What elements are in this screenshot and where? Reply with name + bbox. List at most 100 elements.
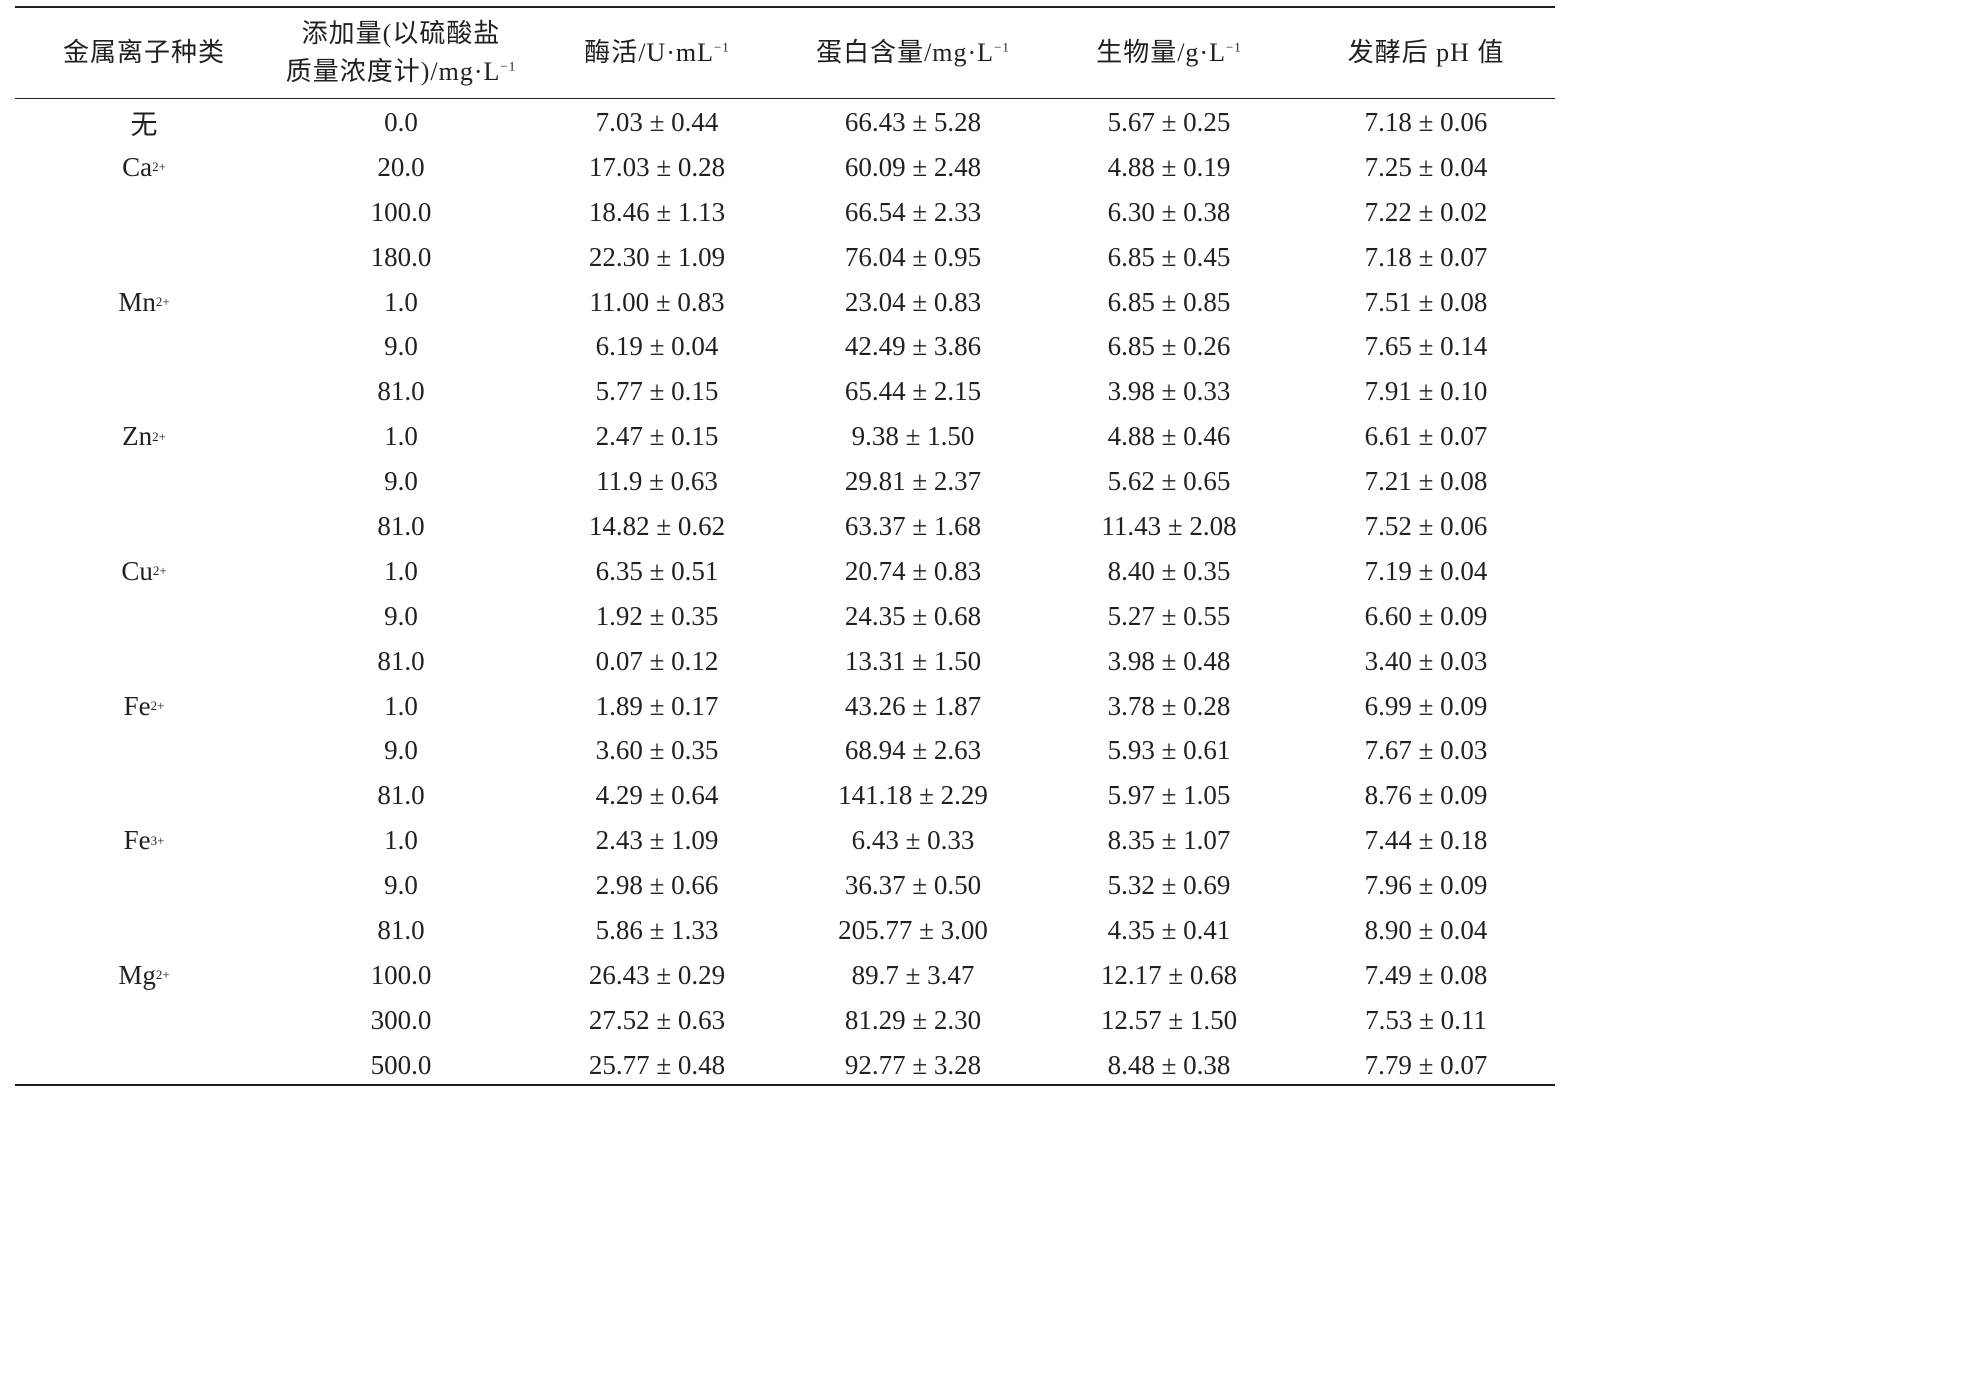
table-row: 81.0 4.29 ± 0.64 141.18 ± 2.29 5.97 ± 1.05 8…	[15, 773, 1555, 818]
cell-protein: 141.18 ± 2.29	[838, 780, 988, 811]
cell-biomass: 4.35 ± 0.41	[1107, 914, 1231, 945]
cell-ion-label: Cu	[121, 555, 153, 586]
header-dose-line2: 质量浓度计)/mg·L	[285, 57, 501, 86]
header-biomass: 生物量/g·L−1	[1041, 8, 1297, 98]
cell-enzyme: 6.19 ± 0.04	[595, 331, 719, 362]
cell-ph: 7.53 ± 0.11	[1365, 1004, 1487, 1035]
cell-protein: 205.77 ± 3.00	[838, 914, 988, 945]
cell-ion: Fe 2+	[123, 690, 165, 721]
cell-ion	[15, 728, 273, 773]
cell-dose: 81.0	[377, 510, 425, 541]
cell-protein: 92.77 ± 3.28	[844, 1049, 982, 1080]
table-row: 9.0 1.92 ± 0.35 24.35 ± 0.68 5.27 ± 0.55 6.6…	[15, 594, 1555, 639]
cell-ph: 7.22 ± 0.02	[1364, 196, 1488, 227]
table-row: Fe 2+ 1.0 1.89 ± 0.17 43.26 ± 1.87 3.78 ± 0.2…	[15, 684, 1555, 729]
header-biomass-label: 生物量/g·L	[1096, 38, 1226, 67]
cell-ion	[15, 504, 273, 549]
cell-dose: 81.0	[377, 780, 425, 811]
cell-ion	[15, 369, 273, 414]
header-protein-sup: −1	[994, 39, 1010, 55]
cell-enzyme: 5.86 ± 1.33	[595, 914, 719, 945]
cell-dose: 1.0	[384, 825, 418, 856]
cell-protein: 81.29 ± 2.30	[844, 1004, 982, 1035]
cell-biomass: 8.40 ± 0.35	[1107, 555, 1231, 586]
header-rule	[15, 98, 1555, 99]
cell-biomass: 11.43 ± 2.08	[1101, 510, 1237, 541]
cell-biomass: 6.30 ± 0.38	[1107, 196, 1231, 227]
cell-enzyme: 4.29 ± 0.64	[595, 780, 719, 811]
cell-ph: 7.49 ± 0.08	[1364, 959, 1488, 990]
cell-dose: 180.0	[370, 241, 432, 272]
table-row: 9.0 2.98 ± 0.66 36.37 ± 0.50 5.32 ± 0.69 7.9…	[15, 863, 1555, 908]
cell-biomass: 8.35 ± 1.07	[1107, 825, 1231, 856]
cell-enzyme: 25.77 ± 0.48	[588, 1049, 726, 1080]
header-ion-type: 金属离子种类	[15, 8, 273, 98]
cell-protein: 42.49 ± 3.86	[844, 331, 982, 362]
cell-ion	[15, 639, 273, 684]
cell-ion	[15, 863, 273, 908]
cell-enzyme: 27.52 ± 0.63	[588, 1004, 726, 1035]
cell-biomass: 6.85 ± 0.45	[1107, 241, 1231, 272]
cell-ph: 7.21 ± 0.08	[1364, 466, 1488, 497]
data-table: 金属离子种类 添加量(以硫酸盐 质量浓度计)/mg·L−1 酶活/U·mL−1 …	[15, 0, 1555, 1094]
header-dose-line2-wrap: 质量浓度计)/mg·L−1	[286, 53, 517, 91]
cell-ion	[15, 773, 273, 818]
cell-enzyme: 2.47 ± 0.15	[595, 421, 719, 452]
table-row: Mn 2+ 1.0 11.00 ± 0.83 23.04 ± 0.83 6.85 ± 0.…	[15, 280, 1555, 325]
cell-enzyme: 17.03 ± 0.28	[588, 151, 726, 182]
cell-protein: 9.38 ± 1.50	[851, 421, 975, 452]
table-header: 金属离子种类 添加量(以硫酸盐 质量浓度计)/mg·L−1 酶活/U·mL−1 …	[15, 8, 1555, 98]
cell-ion: Zn 2+	[122, 421, 166, 452]
cell-dose: 20.0	[377, 151, 425, 182]
cell-dose: 0.0	[384, 106, 418, 137]
table-row: 9.0 3.60 ± 0.35 68.94 ± 2.63 5.93 ± 0.61 7.6…	[15, 728, 1555, 773]
cell-ion: Cu 2+	[121, 555, 167, 586]
cell-ph: 6.61 ± 0.07	[1364, 421, 1488, 452]
cell-ion: Mg 2+	[118, 959, 170, 990]
cell-biomass: 5.32 ± 0.69	[1107, 870, 1231, 901]
cell-dose: 1.0	[384, 690, 418, 721]
cell-dose: 9.0	[384, 735, 418, 766]
cell-ion	[15, 1043, 273, 1088]
cell-biomass: 5.62 ± 0.65	[1107, 466, 1231, 497]
cell-ion	[15, 324, 273, 369]
cell-enzyme: 6.35 ± 0.51	[595, 555, 719, 586]
cell-ph: 7.91 ± 0.10	[1364, 376, 1488, 407]
cell-ph: 7.25 ± 0.04	[1364, 151, 1488, 182]
header-protein: 蛋白含量/mg·L−1	[785, 8, 1041, 98]
cell-ph: 7.79 ± 0.07	[1364, 1049, 1488, 1080]
cell-ion	[15, 235, 273, 280]
cell-biomass: 12.57 ± 1.50	[1100, 1004, 1238, 1035]
cell-protein: 76.04 ± 0.95	[844, 241, 982, 272]
header-ph-label: 发酵后 pH 值	[1347, 38, 1505, 67]
cell-protein: 66.54 ± 2.33	[844, 196, 982, 227]
cell-ion: Fe 3+	[123, 825, 165, 856]
cell-biomass: 3.78 ± 0.28	[1107, 690, 1231, 721]
cell-ph: 7.96 ± 0.09	[1364, 870, 1488, 901]
cell-enzyme: 14.82 ± 0.62	[588, 510, 726, 541]
cell-dose: 81.0	[377, 645, 425, 676]
cell-enzyme: 11.9 ± 0.63	[596, 466, 718, 497]
cell-dose: 500.0	[370, 1049, 432, 1080]
cell-ph: 7.52 ± 0.06	[1364, 510, 1488, 541]
cell-biomass: 5.93 ± 0.61	[1107, 735, 1231, 766]
header-enzyme-label: 酶活/U·mL	[584, 38, 714, 67]
table-row: Ca 2+ 20.0 17.03 ± 0.28 60.09 ± 2.48 4.88 ± 0…	[15, 145, 1555, 190]
cell-protein: 43.26 ± 1.87	[844, 690, 982, 721]
cell-enzyme: 1.92 ± 0.35	[595, 600, 719, 631]
cell-ion: Mn 2+	[118, 286, 170, 317]
cell-enzyme: 0.07 ± 0.12	[595, 645, 719, 676]
table-body: 无 0.0 7.03 ± 0.44 66.43 ± 5.28 5.67 ± 0.25 7.…	[15, 100, 1555, 1088]
cell-ph: 7.19 ± 0.04	[1364, 555, 1488, 586]
cell-ion	[15, 594, 273, 639]
header-biomass-wrap: 生物量/g·L−1	[1096, 34, 1242, 72]
table-row: Fe 3+ 1.0 2.43 ± 1.09 6.43 ± 0.33 8.35 ± 1.07…	[15, 818, 1555, 863]
cell-protein: 20.74 ± 0.83	[844, 555, 982, 586]
cell-protein: 29.81 ± 2.37	[844, 466, 982, 497]
cell-ion: Ca 2+	[122, 151, 166, 182]
cell-protein: 24.35 ± 0.68	[844, 600, 982, 631]
cell-ion: 无	[15, 100, 273, 145]
cell-biomass: 6.85 ± 0.85	[1107, 286, 1231, 317]
cell-dose: 9.0	[384, 600, 418, 631]
cell-protein: 68.94 ± 2.63	[844, 735, 982, 766]
